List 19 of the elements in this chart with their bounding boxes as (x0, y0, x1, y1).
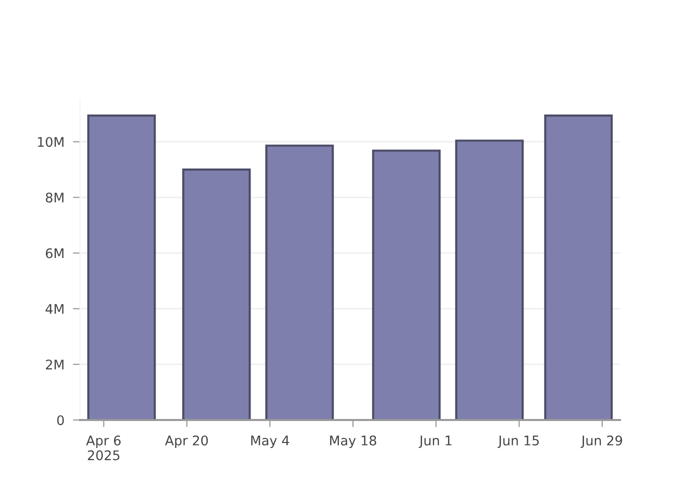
y-tick-label: 6M (46, 248, 64, 258)
bar (87, 114, 156, 420)
x-tick-label: Jun 29 (580, 436, 622, 448)
y-tick-label: 4M (46, 304, 64, 314)
x-tick-label: May 18 (330, 436, 376, 448)
bar (372, 150, 441, 420)
y-tick-label: 0 (57, 415, 64, 426)
x-tick-label: Apr 6 2025 (86, 436, 121, 460)
x-tick-label: May 4 (251, 436, 290, 448)
x-tick-label: Apr 20 (165, 436, 208, 448)
y-tick-label: 10M (38, 136, 64, 147)
bar (544, 114, 613, 420)
x-tick-label: Jun 15 (498, 436, 539, 448)
y-tick-label: 8M (46, 192, 64, 203)
bar (265, 144, 334, 420)
bar (455, 140, 524, 420)
y-tick-label: 2M (46, 360, 64, 370)
x-tick-label: Jun 1 (418, 436, 452, 448)
bar (182, 168, 251, 420)
